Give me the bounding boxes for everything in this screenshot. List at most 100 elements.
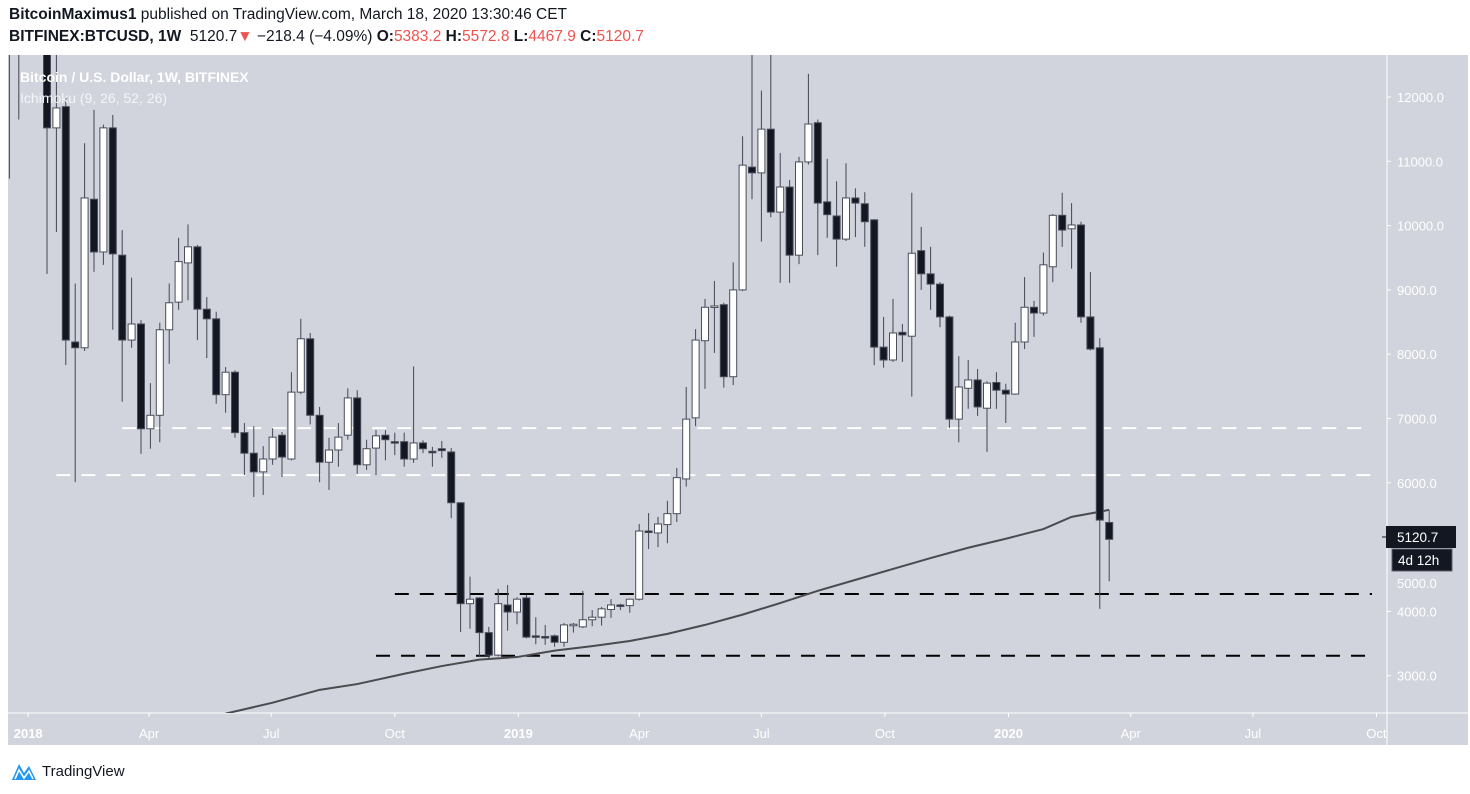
candle[interactable] bbox=[127, 277, 136, 348]
candle[interactable] bbox=[306, 332, 315, 425]
candle[interactable] bbox=[813, 119, 822, 256]
candle[interactable] bbox=[672, 468, 681, 523]
candle[interactable] bbox=[936, 282, 944, 328]
candle[interactable] bbox=[926, 246, 935, 310]
candle[interactable] bbox=[1011, 322, 1020, 395]
candle[interactable] bbox=[738, 136, 747, 292]
candle[interactable] bbox=[992, 372, 1001, 409]
candle[interactable] bbox=[907, 192, 916, 397]
candle[interactable] bbox=[34, 0, 41, 39]
candle[interactable] bbox=[1030, 300, 1038, 337]
candle[interactable] bbox=[221, 367, 230, 413]
candle[interactable] bbox=[212, 311, 221, 404]
candle[interactable] bbox=[466, 576, 474, 629]
candle[interactable] bbox=[748, 0, 756, 200]
candle[interactable] bbox=[146, 383, 155, 449]
candle[interactable] bbox=[766, 20, 775, 218]
candle[interactable] bbox=[945, 315, 954, 429]
candle[interactable] bbox=[607, 599, 615, 618]
candle[interactable] bbox=[353, 390, 362, 474]
candle[interactable] bbox=[983, 381, 991, 452]
candle[interactable] bbox=[259, 446, 268, 496]
candle[interactable] bbox=[522, 594, 531, 639]
candle[interactable] bbox=[15, 0, 22, 120]
candle[interactable] bbox=[757, 90, 766, 242]
candle[interactable] bbox=[795, 156, 803, 265]
candle[interactable] bbox=[917, 226, 926, 290]
candle[interactable] bbox=[691, 329, 700, 427]
candle[interactable] bbox=[52, 39, 61, 233]
candle[interactable] bbox=[155, 322, 164, 443]
candle[interactable] bbox=[729, 262, 738, 386]
candle[interactable] bbox=[954, 356, 963, 443]
candle[interactable] bbox=[193, 244, 202, 341]
candle[interactable] bbox=[569, 622, 578, 633]
candle[interactable] bbox=[61, 97, 70, 366]
candle[interactable] bbox=[419, 440, 427, 454]
candle[interactable] bbox=[625, 598, 634, 613]
candle[interactable] bbox=[80, 143, 89, 351]
candle[interactable] bbox=[597, 606, 606, 626]
candle[interactable] bbox=[428, 446, 437, 467]
tradingview-logo[interactable]: TradingView bbox=[10, 760, 125, 782]
candle[interactable] bbox=[108, 115, 117, 330]
candle[interactable] bbox=[644, 513, 653, 550]
candle[interactable] bbox=[381, 430, 390, 461]
candle[interactable] bbox=[240, 423, 249, 476]
candle[interactable] bbox=[334, 423, 343, 467]
candle[interactable] bbox=[973, 368, 982, 416]
candle[interactable] bbox=[1058, 192, 1067, 247]
candle[interactable] bbox=[616, 603, 625, 611]
candle[interactable] bbox=[315, 406, 324, 483]
candle[interactable] bbox=[851, 188, 860, 238]
candle[interactable] bbox=[879, 316, 888, 368]
candle[interactable] bbox=[494, 588, 503, 657]
candle[interactable] bbox=[560, 622, 568, 647]
candle[interactable] bbox=[701, 298, 709, 389]
candle[interactable] bbox=[137, 320, 145, 454]
candle[interactable] bbox=[578, 590, 587, 629]
candle[interactable] bbox=[804, 73, 813, 165]
candle[interactable] bbox=[456, 502, 465, 632]
candle[interactable] bbox=[278, 432, 286, 478]
candle[interactable] bbox=[842, 163, 850, 242]
candle[interactable] bbox=[362, 439, 371, 470]
candle[interactable] bbox=[513, 597, 521, 625]
candle[interactable] bbox=[1039, 252, 1048, 316]
candle[interactable] bbox=[90, 109, 98, 272]
candle[interactable] bbox=[43, 0, 51, 274]
candle[interactable] bbox=[287, 372, 296, 461]
candle[interactable] bbox=[390, 432, 399, 456]
candle[interactable] bbox=[682, 386, 691, 487]
candle[interactable] bbox=[588, 610, 597, 627]
candle[interactable] bbox=[663, 500, 672, 544]
candle[interactable] bbox=[118, 230, 127, 402]
candle[interactable] bbox=[165, 283, 174, 364]
candle[interactable] bbox=[202, 296, 211, 359]
candle[interactable] bbox=[541, 624, 550, 645]
candle[interactable] bbox=[249, 426, 258, 497]
candle[interactable] bbox=[870, 219, 879, 366]
candle[interactable] bbox=[550, 634, 559, 647]
candle[interactable] bbox=[372, 430, 380, 476]
candle[interactable] bbox=[71, 283, 80, 483]
candle[interactable] bbox=[531, 617, 540, 645]
candle[interactable] bbox=[1020, 277, 1029, 350]
candle[interactable] bbox=[823, 158, 832, 238]
candle[interactable] bbox=[343, 388, 352, 440]
candle[interactable] bbox=[1086, 271, 1095, 351]
candle[interactable] bbox=[25, 0, 32, 46]
candle[interactable] bbox=[409, 366, 418, 463]
candle[interactable] bbox=[860, 192, 869, 247]
candle[interactable] bbox=[503, 585, 512, 631]
candle[interactable] bbox=[268, 428, 277, 465]
candle[interactable] bbox=[1077, 221, 1085, 323]
indicator-legend[interactable]: Ichimoku (9, 26, 52, 26) bbox=[20, 90, 167, 106]
candle[interactable] bbox=[719, 302, 728, 388]
candle[interactable] bbox=[654, 516, 662, 548]
candle[interactable] bbox=[400, 432, 409, 467]
price-axis[interactable]: 12000.0 11000.0 10000.0 9000.0 8000.0 7000.0 6… bbox=[1387, 90, 1444, 684]
candle[interactable] bbox=[475, 597, 484, 658]
candle[interactable] bbox=[99, 124, 108, 265]
